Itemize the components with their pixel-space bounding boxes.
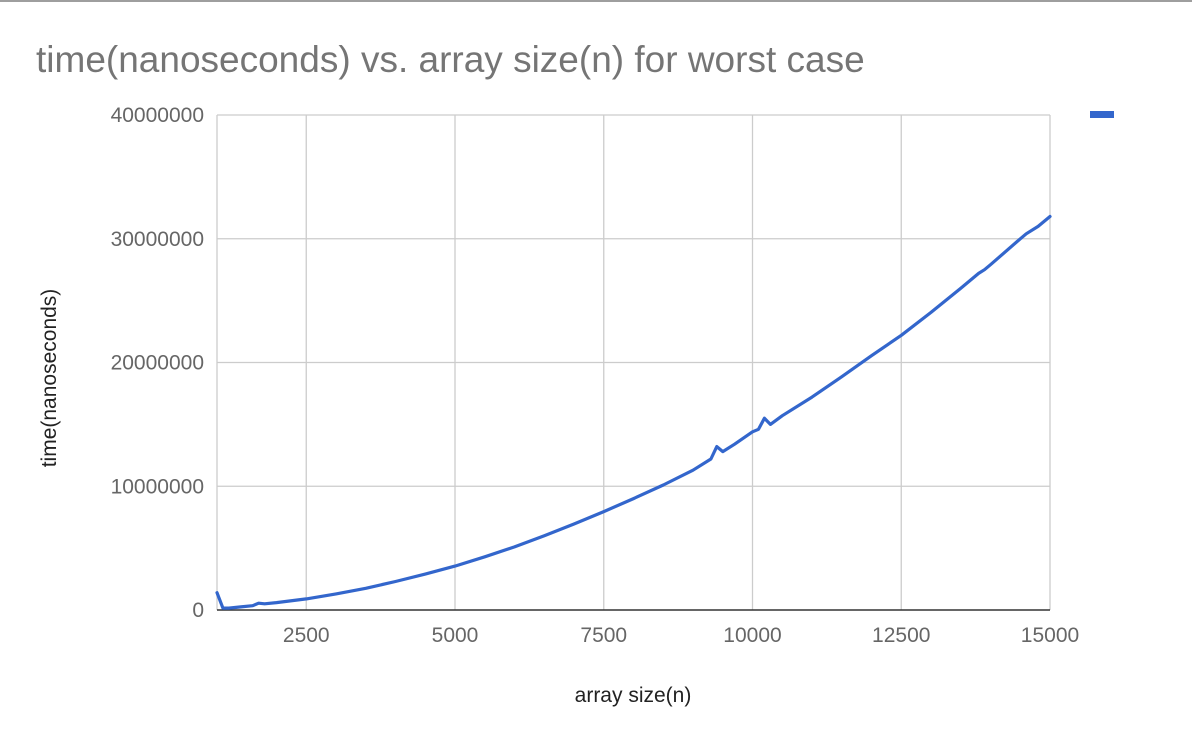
x-tick-label: 10000 <box>723 624 781 647</box>
y-tick-label: 20000000 <box>111 352 204 375</box>
x-tick-label: 5000 <box>432 624 479 647</box>
y-tick-label: 40000000 <box>111 104 204 127</box>
y-tick-label: 30000000 <box>111 228 204 251</box>
legend-swatch <box>1090 111 1114 118</box>
x-tick-labels: 2500 5000 7500 10000 12500 15000 <box>283 624 1079 647</box>
x-tick-label: 12500 <box>872 624 930 647</box>
legend <box>1090 111 1114 118</box>
chart-title: time(nanoseconds) vs. array size(n) for … <box>36 39 865 80</box>
x-axis-title: array size(n) <box>575 684 692 707</box>
grid-lines <box>216 114 1051 610</box>
x-tick-label: 7500 <box>580 624 627 647</box>
y-tick-labels: 0 10000000 20000000 30000000 40000000 <box>111 104 204 622</box>
y-axis-title: time(nanoseconds) <box>38 289 61 468</box>
x-tick-label: 2500 <box>283 624 330 647</box>
x-tick-label: 15000 <box>1021 624 1079 647</box>
y-tick-label: 0 <box>192 599 204 622</box>
series-line <box>215 214 1052 610</box>
series-lines <box>215 214 1052 610</box>
y-tick-label: 10000000 <box>111 475 204 498</box>
